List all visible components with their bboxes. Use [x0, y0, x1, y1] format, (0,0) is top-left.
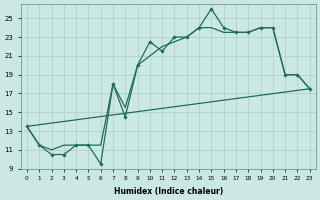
X-axis label: Humidex (Indice chaleur): Humidex (Indice chaleur)	[114, 187, 223, 196]
